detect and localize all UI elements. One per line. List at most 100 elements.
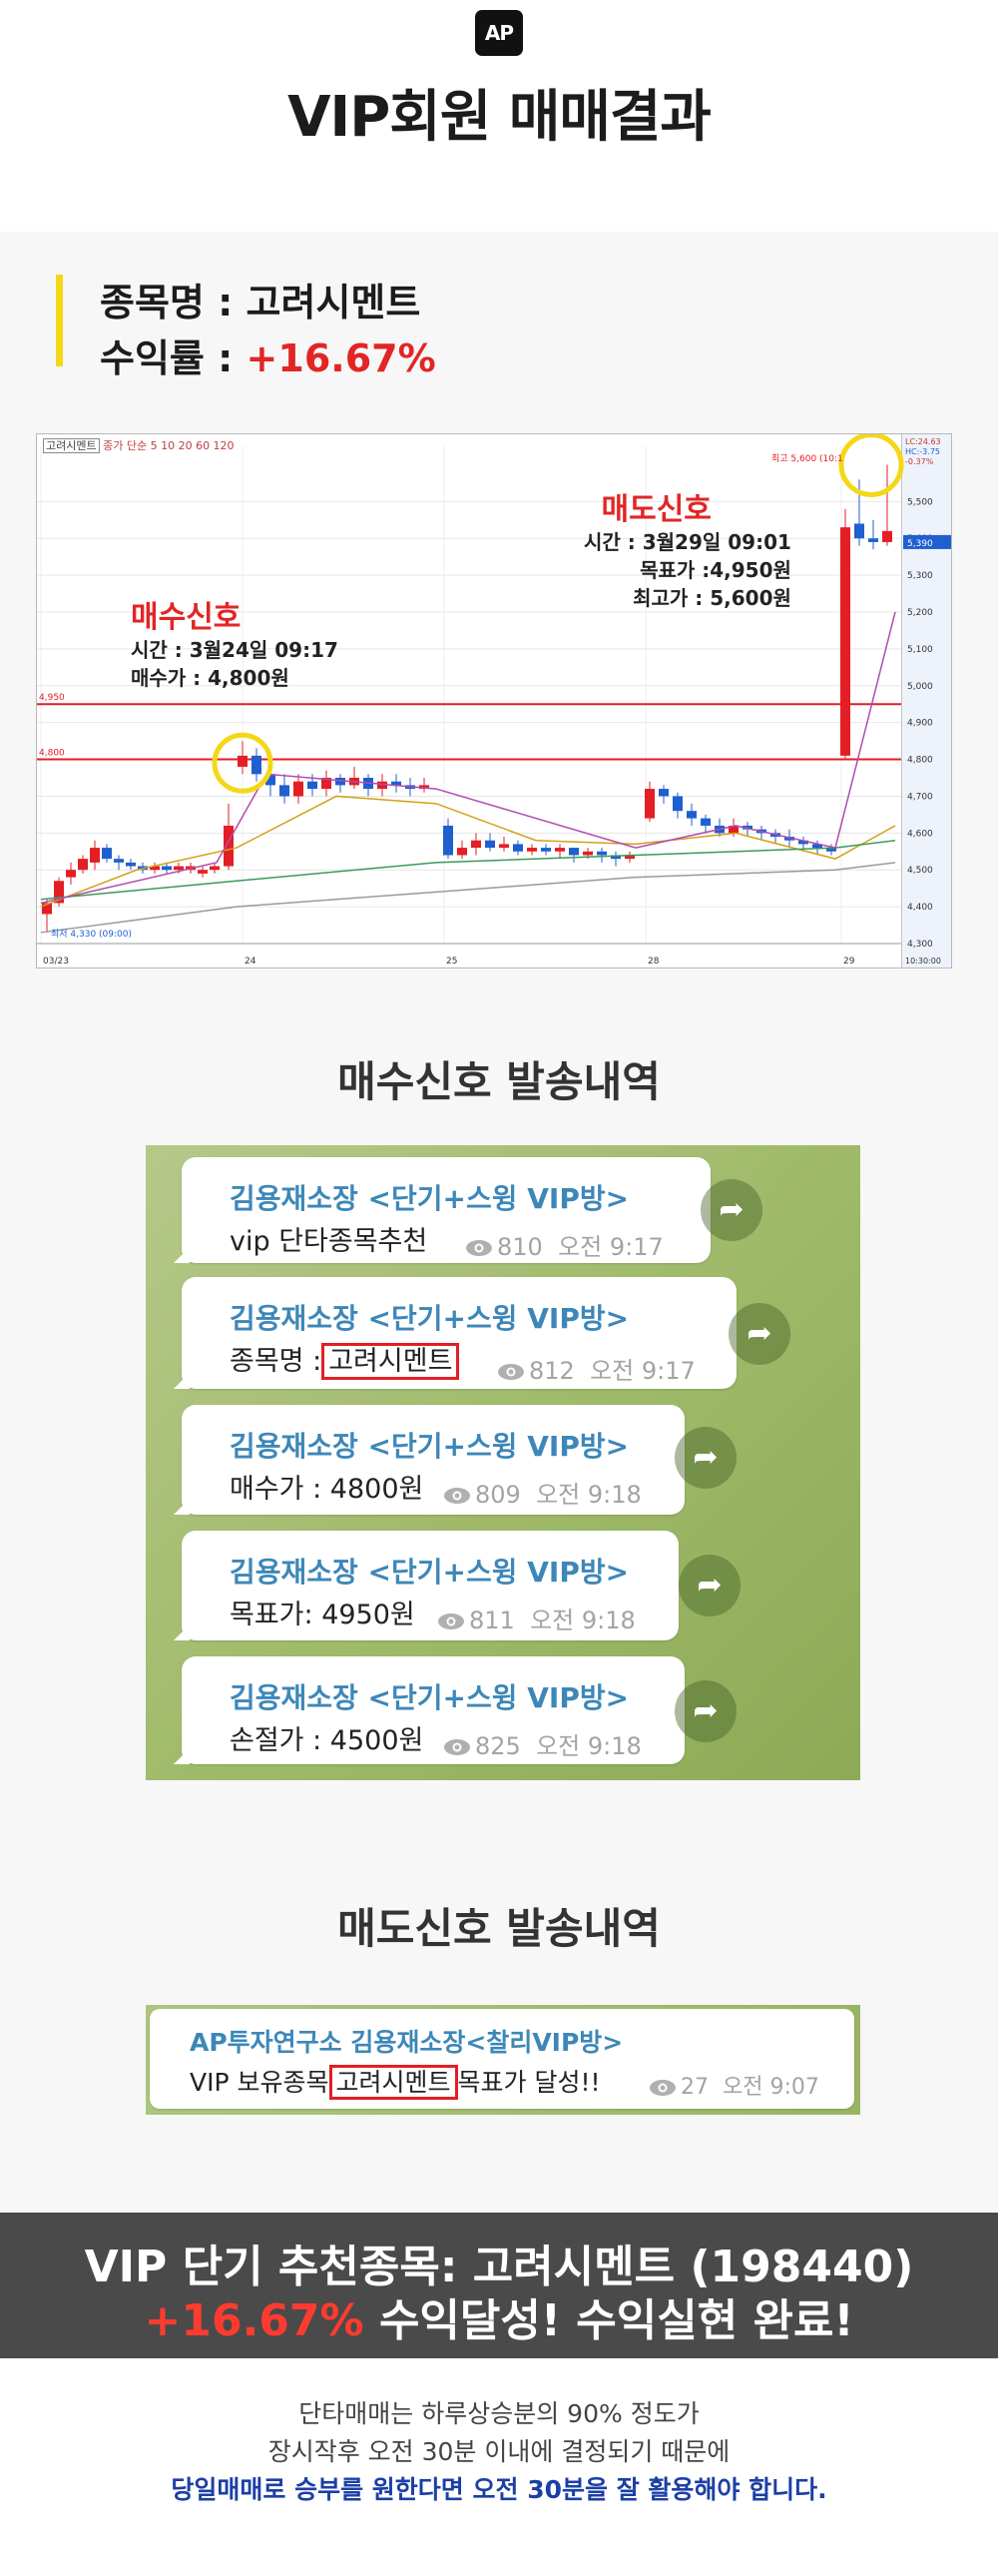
x-tick-label: 29 bbox=[843, 957, 855, 966]
message-meta: 811 오전 9:18 bbox=[437, 1601, 636, 1635]
message-bubble: 김용재소장 <단기+스윙 VIP방> 손절가 : 4500원 825 오전 9:… bbox=[182, 1656, 685, 1764]
message-sender: AP투자연구소 김용재소장<찰리VIP방> bbox=[190, 2028, 624, 2057]
candle-body bbox=[224, 825, 234, 867]
view-count: 809 bbox=[475, 1481, 521, 1509]
x-tick-label: 28 bbox=[648, 957, 660, 966]
candle-body bbox=[812, 844, 822, 849]
footer: 단타매매는 하루상승분의 90% 정도가 장시작후 오전 30분 이내에 결정되… bbox=[0, 2358, 998, 2576]
candle-body bbox=[443, 825, 453, 856]
message-text: vip 단타종목추천 bbox=[230, 1226, 428, 1257]
stock-label: 종목명 : bbox=[100, 281, 247, 324]
message-text: VIP 보유종목 고려시멘트 목표가 달성!! bbox=[190, 2063, 601, 2100]
buy-signal-time: 시간 : 3월24일 09:17 bbox=[131, 638, 338, 662]
y-tick-label: 5,200 bbox=[907, 608, 933, 618]
share-button[interactable]: ➦ bbox=[675, 1427, 737, 1489]
candle-body bbox=[102, 848, 112, 860]
message-sender: 김용재소장 <단기+스윙 VIP방> bbox=[230, 1302, 630, 1335]
moving-average-line bbox=[40, 795, 896, 908]
axis-header-label: LC:24.63 bbox=[905, 437, 941, 446]
share-button[interactable]: ➦ bbox=[679, 1555, 741, 1616]
message-meta: 809 오전 9:18 bbox=[443, 1475, 642, 1510]
accent-bar bbox=[56, 275, 63, 366]
footer-line-2: 장시작후 오전 30분 이내에 결정되기 때문에 bbox=[267, 2437, 731, 2466]
y-tick-label: 5,500 bbox=[907, 497, 933, 507]
sell-signal-time: 시간 : 3월29일 09:01 bbox=[584, 530, 791, 554]
candle-body bbox=[868, 538, 878, 542]
candle-body bbox=[279, 785, 289, 797]
message-text: 목표가: 4950원 bbox=[230, 1600, 415, 1630]
y-tick-label: 4,900 bbox=[907, 719, 933, 729]
buy-signal-price: 매수가 : 4,800원 bbox=[131, 666, 289, 690]
candle-body bbox=[377, 781, 387, 790]
candle-body bbox=[293, 781, 303, 797]
candle-body bbox=[611, 855, 621, 860]
candle-body bbox=[701, 818, 711, 826]
message-bubble: 김용재소장 <단기+스윙 VIP방> 매수가 : 4800원 809 오전 9:… bbox=[182, 1405, 685, 1515]
banner-profit: +16.67% bbox=[144, 2295, 364, 2346]
candle-body bbox=[743, 825, 752, 830]
y-tick-label: 4,800 bbox=[907, 756, 933, 766]
candle-body bbox=[210, 866, 220, 871]
candle-body bbox=[499, 844, 509, 849]
price-level-label: 4,800 bbox=[39, 749, 65, 759]
axis-time-label: 10:30:00 bbox=[905, 957, 941, 966]
candle-body bbox=[198, 870, 208, 874]
buy-section-heading: 매수신호 발송내역 bbox=[337, 1057, 661, 1106]
buy-messages-panel: 김용재소장 <단기+스윙 VIP방> vip 단타종목추천 810 오전 9:1… bbox=[146, 1145, 860, 1780]
sell-signal-annotation: 매도신호 시간 : 3월29일 09:01 목표가 :4,950원 최고가 : … bbox=[584, 484, 791, 612]
eye-icon bbox=[466, 1240, 492, 1256]
candle-body bbox=[826, 848, 836, 852]
message-time: 오전 9:17 bbox=[558, 1233, 664, 1261]
price-level-label: 4,950 bbox=[39, 693, 65, 703]
candle-body bbox=[840, 527, 850, 756]
current-price-label: 5,390 bbox=[907, 539, 933, 549]
candle-body bbox=[625, 855, 635, 860]
candle-body bbox=[307, 781, 317, 790]
message-sender: 김용재소장 <단기+스윙 VIP방> bbox=[230, 1556, 630, 1589]
view-count: 812 bbox=[529, 1357, 575, 1385]
candle-body bbox=[457, 848, 467, 856]
highlighted-stock-name: 고려시멘트 bbox=[321, 1343, 460, 1380]
chart-legend: 고려시멘트 종가 단순 5 10 20 60 120 bbox=[43, 437, 235, 453]
candle-body bbox=[555, 848, 565, 852]
footer-line-3: 당일매매로 승부를 원한다면 오전 30분을 잘 활용해야 합니다. bbox=[171, 2475, 827, 2504]
message-time: 오전 9:18 bbox=[536, 1481, 642, 1509]
candle-body bbox=[798, 840, 808, 845]
candle-body bbox=[882, 530, 892, 542]
candle-body bbox=[569, 848, 579, 856]
page-title: VIP회원 매매결과 bbox=[287, 85, 712, 150]
share-button[interactable]: ➦ bbox=[675, 1680, 737, 1742]
message-bubble: 김용재소장 <단기+스윙 VIP방> 종목명 : 고려시멘트 812 오전 9:1… bbox=[182, 1277, 737, 1389]
message-text-before: VIP 보유종목 bbox=[190, 2068, 329, 2097]
x-tick-label: 03/23 bbox=[43, 957, 69, 966]
y-tick-label: 4,400 bbox=[907, 903, 933, 913]
banner-line-2: +16.67% 수익달성! 수익실현 완료! bbox=[0, 2284, 998, 2348]
candle-body bbox=[485, 840, 495, 849]
eye-icon bbox=[650, 2080, 676, 2096]
message-sender: 김용재소장 <단기+스윙 VIP방> bbox=[230, 1681, 630, 1714]
candle-body bbox=[42, 903, 52, 915]
share-button[interactable]: ➦ bbox=[729, 1303, 790, 1365]
sell-messages-panel: AP투자연구소 김용재소장<찰리VIP방> VIP 보유종목 고려시멘트 목표가 달… bbox=[146, 2005, 860, 2115]
sell-signal-high: 최고가 : 5,600원 bbox=[633, 586, 791, 610]
buy-signal-title: 매수신호 bbox=[131, 600, 242, 635]
candle-body bbox=[784, 837, 794, 841]
message-text: 종목명 : 고려시멘트 bbox=[230, 1339, 460, 1380]
x-tick-label: 25 bbox=[446, 957, 457, 966]
candle-body bbox=[162, 866, 172, 871]
message-meta: 27 오전 9:07 bbox=[649, 2069, 819, 2101]
candle-body bbox=[645, 789, 655, 819]
candle-body bbox=[265, 774, 275, 786]
eye-icon bbox=[438, 1613, 464, 1629]
stock-chart: 5,5005,4005,3005,2005,1005,0004,9004,800… bbox=[36, 433, 952, 968]
eye-icon bbox=[444, 1739, 470, 1755]
message-meta: 812 오전 9:17 bbox=[497, 1351, 696, 1386]
view-count: 810 bbox=[497, 1233, 543, 1261]
message-meta: 810 오전 9:17 bbox=[465, 1227, 664, 1262]
page-header: AP VIP회원 매매결과 bbox=[0, 0, 998, 232]
candle-body bbox=[335, 778, 345, 786]
y-tick-label: 5,300 bbox=[907, 571, 933, 581]
high-price-note: 최고 5,600 (10:1 bbox=[771, 453, 843, 464]
candle-body bbox=[174, 866, 184, 871]
share-button[interactable]: ➦ bbox=[701, 1179, 762, 1241]
